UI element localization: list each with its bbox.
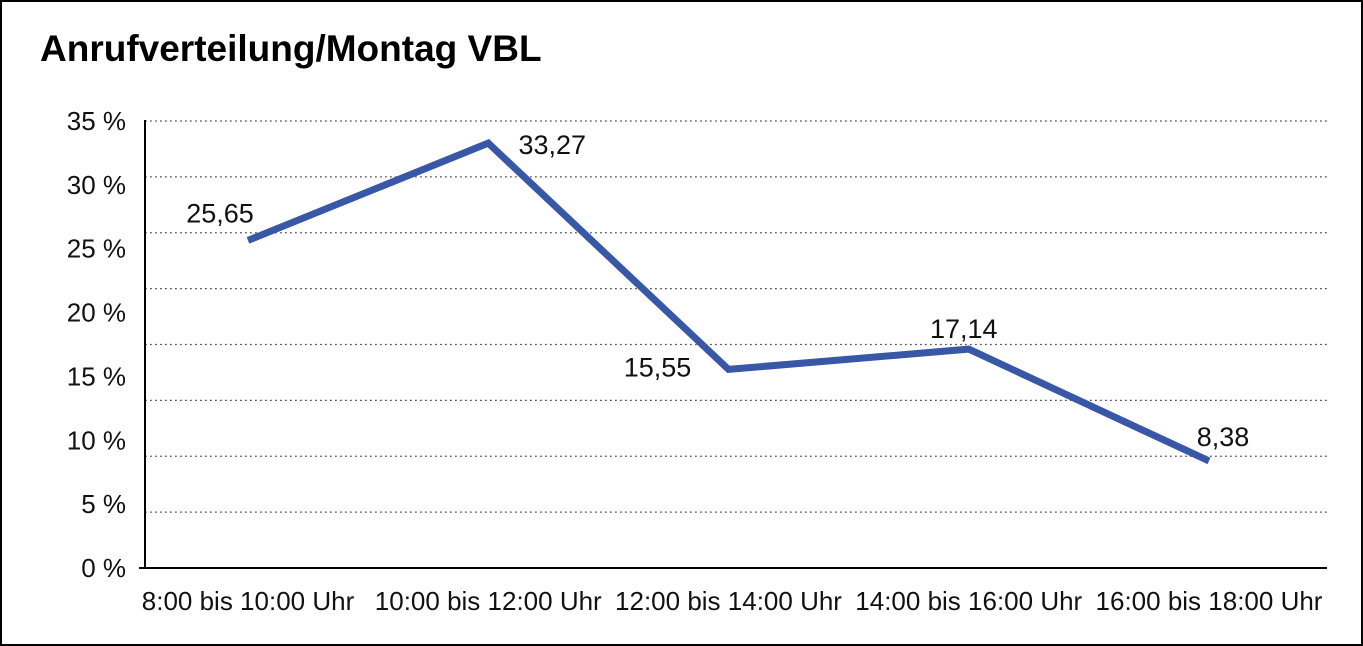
x-category-label: 10:00 bis 12:00 Uhr	[375, 586, 602, 616]
y-tick-label: 35 %	[67, 106, 126, 136]
y-tick-label: 0 %	[81, 553, 126, 583]
x-category-label: 16:00 bis 18:00 Uhr	[1096, 586, 1323, 616]
data-point-label: 25,65	[186, 198, 254, 228]
x-category-label: 8:00 bis 10:00 Uhr	[142, 586, 355, 616]
data-point-label: 8,38	[1197, 422, 1250, 452]
x-category-label: 12:00 bis 14:00 Uhr	[615, 586, 842, 616]
series-line	[246, 139, 1211, 465]
y-tick-label: 20 %	[67, 298, 126, 328]
chart-title: Anrufverteilung/Montag VBL	[40, 28, 542, 69]
y-tick-label: 25 %	[67, 234, 126, 264]
y-tick-label: 30 %	[67, 170, 126, 200]
y-tick-label: 5 %	[81, 489, 126, 519]
y-tick-label: 15 %	[67, 361, 126, 391]
y-tick-label: 10 %	[67, 425, 126, 455]
data-point-label: 17,14	[930, 314, 998, 344]
x-category-label: 14:00 bis 16:00 Uhr	[855, 586, 1082, 616]
data-point-label: 33,27	[518, 130, 586, 160]
data-point-label: 15,55	[624, 352, 692, 382]
